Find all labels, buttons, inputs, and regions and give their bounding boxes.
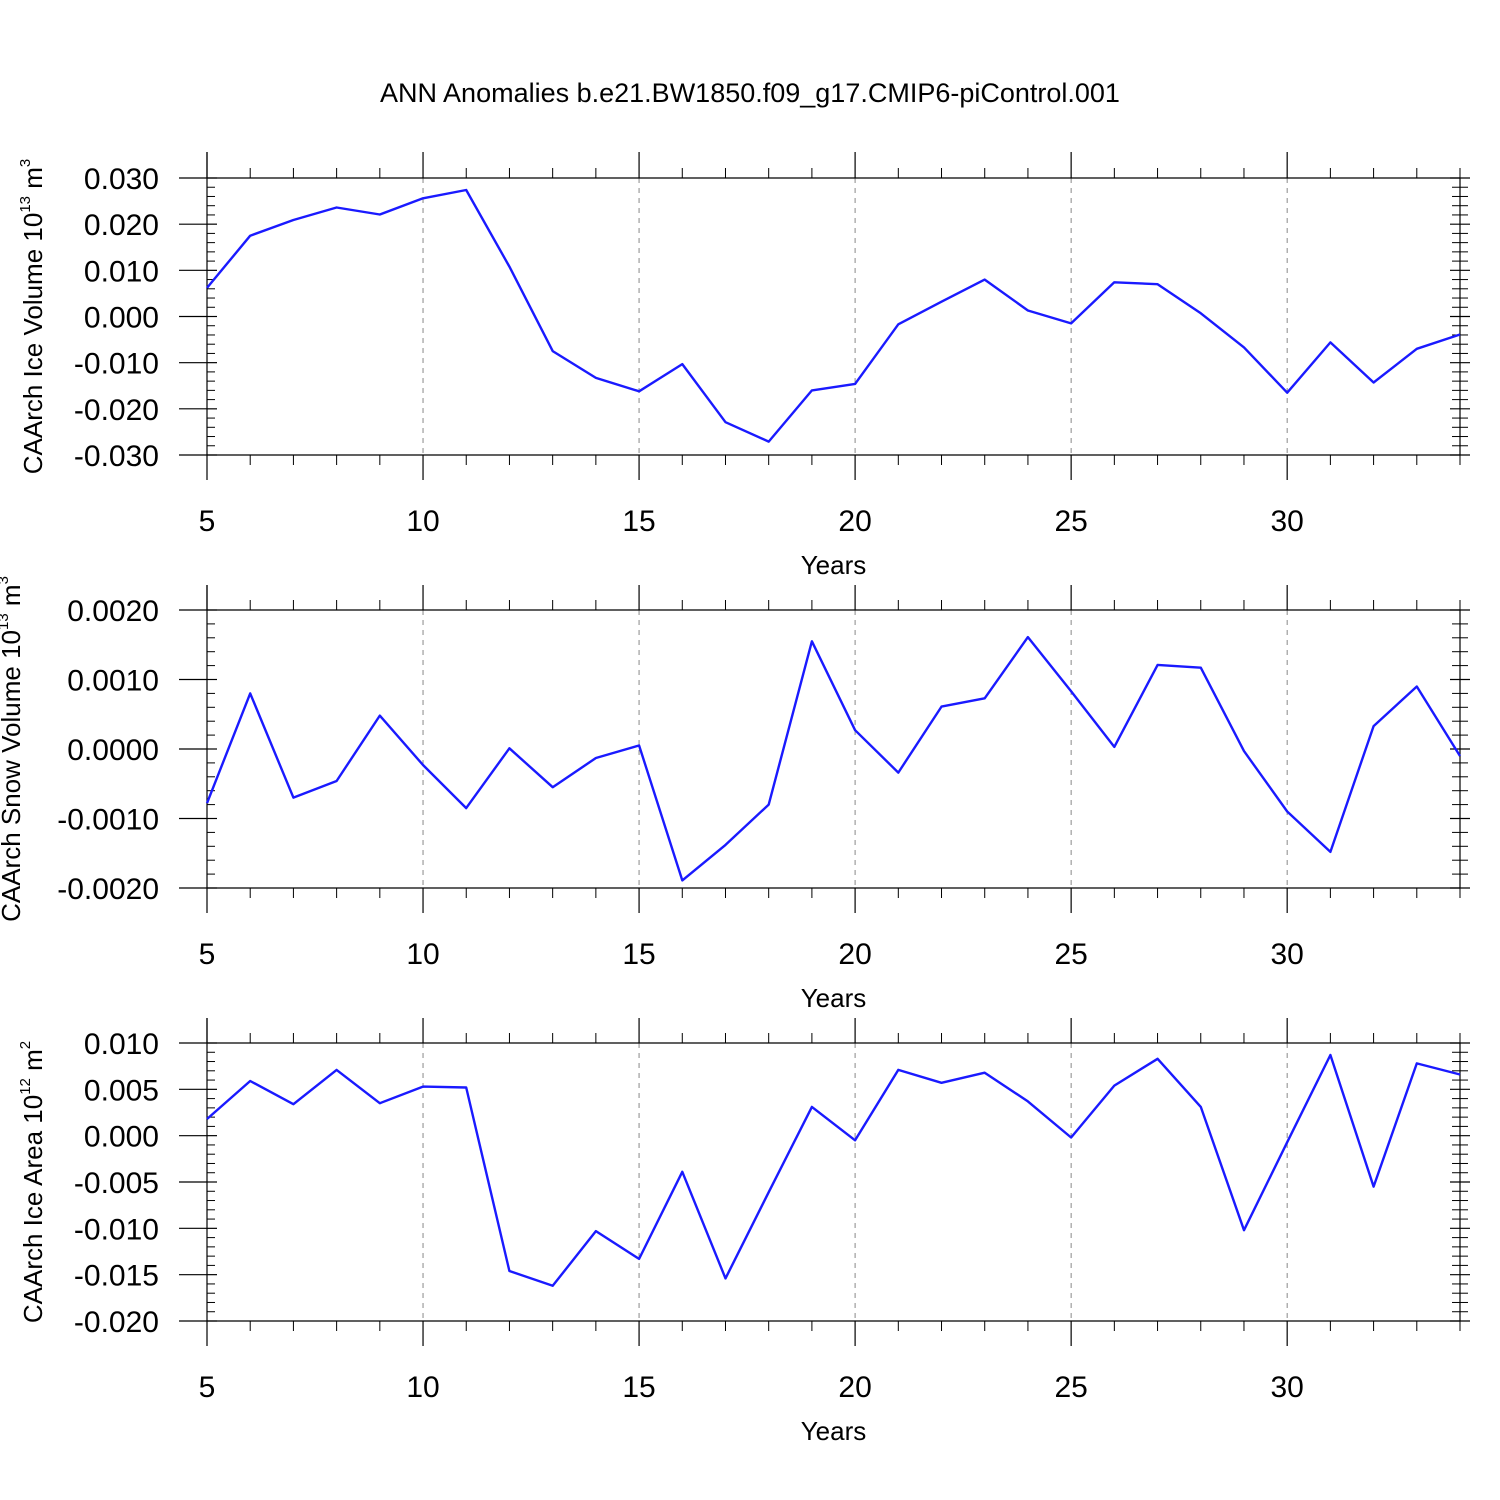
chart-panel-1: 5 10 15 20 25 30 -0.030 -0.020 -0.010 0.000 0.010 0… <box>17 152 1470 580</box>
x-tick-label: 25 <box>1054 1371 1087 1404</box>
y-tick-label: 0.000 <box>84 302 159 335</box>
y-tick-label: 0.0020 <box>67 595 159 628</box>
y-tick-label: -0.030 <box>74 440 159 473</box>
y-tick-label: 0.030 <box>84 163 159 196</box>
y-tick-label: 0.000 <box>84 1121 159 1154</box>
page-title: ANN Anomalies b.e21.BW1850.f09_g17.CMIP6… <box>380 78 1120 108</box>
x-tick-label: 15 <box>622 505 655 538</box>
x-tick-label: 15 <box>622 938 655 971</box>
chart-panel-2: 5 10 15 20 25 30 -0.0020 -0.0010 0.0000 0.0010 0.0… <box>0 576 1470 1013</box>
y-tick-label: -0.010 <box>74 348 159 381</box>
y-tick-label: 0.005 <box>84 1074 159 1107</box>
x-tick-label: 5 <box>199 1371 216 1404</box>
y-axis-label: CAArch Ice Volume 1013 m3 <box>17 159 48 475</box>
series-line <box>206 188 1461 443</box>
x-tick-label: 5 <box>199 505 216 538</box>
chart-panel-3: 5 10 15 20 25 30 -0.020 -0.015 -0.010 -0.005 0.000… <box>17 1018 1470 1446</box>
series-line <box>205 635 1462 882</box>
y-axis-label: CAArch Ice Area 1012 m2 <box>17 1041 48 1323</box>
x-axis-label: Years <box>801 550 867 580</box>
y-tick-label: -0.005 <box>74 1167 159 1200</box>
x-tick-label: 30 <box>1270 1371 1303 1404</box>
x-axis-label: Years <box>801 983 867 1013</box>
y-tick-label: 0.010 <box>84 255 159 288</box>
y-tick-label: 0.0010 <box>67 665 159 698</box>
x-tick-label: 20 <box>838 505 871 538</box>
y-tick-label: -0.010 <box>74 1213 159 1246</box>
x-tick-label: 25 <box>1054 505 1087 538</box>
series-line <box>206 1053 1461 1288</box>
x-tick-label: 20 <box>838 1371 871 1404</box>
y-tick-label: 0.020 <box>84 209 159 242</box>
x-tick-label: 30 <box>1270 505 1303 538</box>
x-tick-label: 10 <box>406 505 439 538</box>
x-tick-label: 30 <box>1270 938 1303 971</box>
x-tick-label: 10 <box>406 1371 439 1404</box>
y-tick-label: -0.0010 <box>57 804 159 837</box>
x-tick-label: 20 <box>838 938 871 971</box>
x-tick-label: 10 <box>406 938 439 971</box>
y-tick-label: 0.010 <box>84 1028 159 1061</box>
x-tick-label: 5 <box>199 938 216 971</box>
y-tick-label: -0.020 <box>74 394 159 427</box>
y-axis-label: CAArch Snow Volume 1013 m3 <box>0 576 26 922</box>
x-tick-label: 25 <box>1054 938 1087 971</box>
y-tick-label: 0.0000 <box>67 734 159 767</box>
y-tick-label: -0.015 <box>74 1260 159 1293</box>
y-tick-label: -0.0020 <box>57 873 159 906</box>
x-tick-label: 15 <box>622 1371 655 1404</box>
x-axis-label: Years <box>801 1416 867 1446</box>
y-tick-label: -0.020 <box>74 1306 159 1339</box>
